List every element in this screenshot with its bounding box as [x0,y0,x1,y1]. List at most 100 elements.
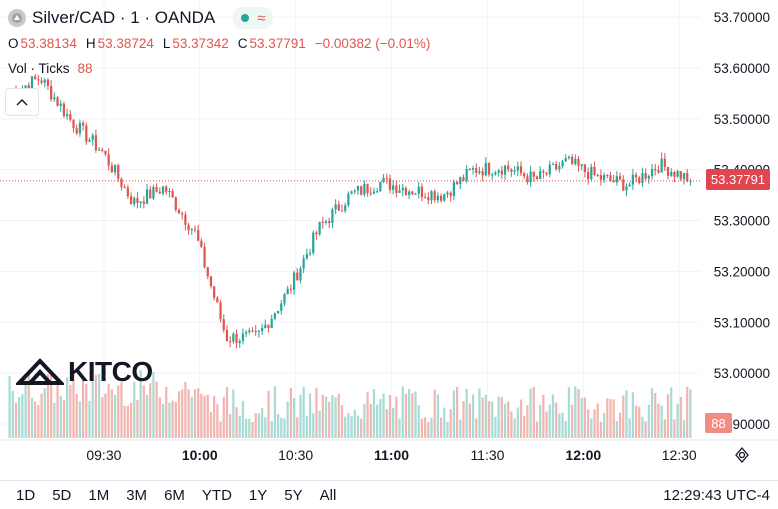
candle-body [385,177,388,179]
volume-bar [634,405,638,438]
candle-body [481,171,484,176]
volume-bar [149,383,152,438]
candle-body [657,170,660,173]
candle-body [427,197,430,201]
gear-icon[interactable] [733,446,751,464]
candle-body [382,177,385,183]
candle-body [318,221,321,235]
volume-bar [260,407,264,438]
range-1y[interactable]: 1Y [248,487,268,504]
candle-body [158,191,161,194]
candle-body [356,186,360,191]
candle-body [123,187,126,189]
volume-bar [321,394,324,438]
candle-body [500,170,503,175]
volume-bar [75,393,78,438]
volume-bar [123,405,126,438]
candle-body [209,276,213,287]
volume-bar [612,399,615,438]
volume-bar [56,379,59,438]
candle-body [449,192,452,197]
volume-bar [545,411,548,438]
range-all[interactable]: All [319,487,337,504]
candle-body [660,158,663,173]
candle-body [251,330,254,332]
candle-body [580,164,583,166]
candle-body [408,191,411,196]
volume-bar [532,386,535,438]
volume-bar [299,394,302,438]
candle-body [526,176,529,183]
candle-body [133,198,136,205]
candle-body [216,297,219,303]
volume-bar [436,394,440,438]
candle-body [232,333,235,342]
volume-bar [404,393,408,438]
candle-body [174,197,177,210]
chart-header: Silver/CAD · 1 · OANDA ≈ [8,6,274,30]
volume-bar [427,421,430,438]
volume-bar [34,401,37,438]
candle-body [430,191,433,201]
candle-body [468,168,471,170]
candle-body [404,187,408,196]
volume-bar [577,389,580,438]
candle-body [360,186,363,195]
volume-bar [136,399,139,438]
range-5y[interactable]: 5Y [284,487,303,504]
clock-timezone[interactable]: 12:29:43 UTC-4 [663,487,770,504]
volume-bar [110,389,113,438]
candle-body [539,171,542,180]
candle-body [507,165,510,170]
candle-body [372,191,376,194]
range-ytd[interactable]: YTD [201,487,232,504]
symbol-title[interactable]: Silver/CAD · 1 · OANDA [32,8,216,27]
candle-body [545,172,548,175]
volume-bar [334,397,337,438]
range-5d[interactable]: 5D [52,487,72,504]
volume-bar [650,388,654,438]
low-value: 53.37342 [172,36,229,51]
candle-body [542,171,545,173]
candle-body [599,174,603,180]
candle-body [30,76,34,91]
candle-body [101,149,104,151]
y-tick-label: 53.00000 [714,366,770,381]
candle-body [270,318,273,329]
volume-bar [161,403,165,438]
volume-bar [641,416,644,438]
candle-body [686,172,689,182]
candle-body [168,191,171,193]
range-3m[interactable]: 3M [126,487,148,504]
range-6m[interactable]: 6M [164,487,185,504]
volume-bar [398,418,401,438]
x-tick-label: 11:30 [470,447,504,463]
volume-bar [580,397,583,438]
candle-body [567,156,571,159]
collapse-legend-button[interactable] [5,88,39,116]
volume-bar [471,394,475,438]
volume-legend[interactable]: Vol · Ticks 88 [8,61,93,76]
volume-bar [91,378,94,438]
volume-bar [644,421,647,438]
market-status-pill[interactable]: ≈ [233,7,274,29]
candle-body [548,164,551,175]
volume-bar [542,394,545,438]
volume-bar [62,400,66,438]
candle-body [40,80,43,83]
candle-body [88,139,91,142]
volume-bar [292,398,296,438]
volume-bar [8,376,11,438]
candle-body [519,166,523,174]
range-1m[interactable]: 1M [88,487,110,504]
volume-bar [401,386,404,438]
volume-bar [513,418,516,438]
volume-bar [602,413,606,438]
volume-bar [535,421,539,438]
candle-body [59,103,62,106]
symbol-logo-icon [8,9,26,27]
volume-bar [446,421,449,438]
range-1d[interactable]: 1D [16,487,36,504]
volume-bar [66,377,69,438]
